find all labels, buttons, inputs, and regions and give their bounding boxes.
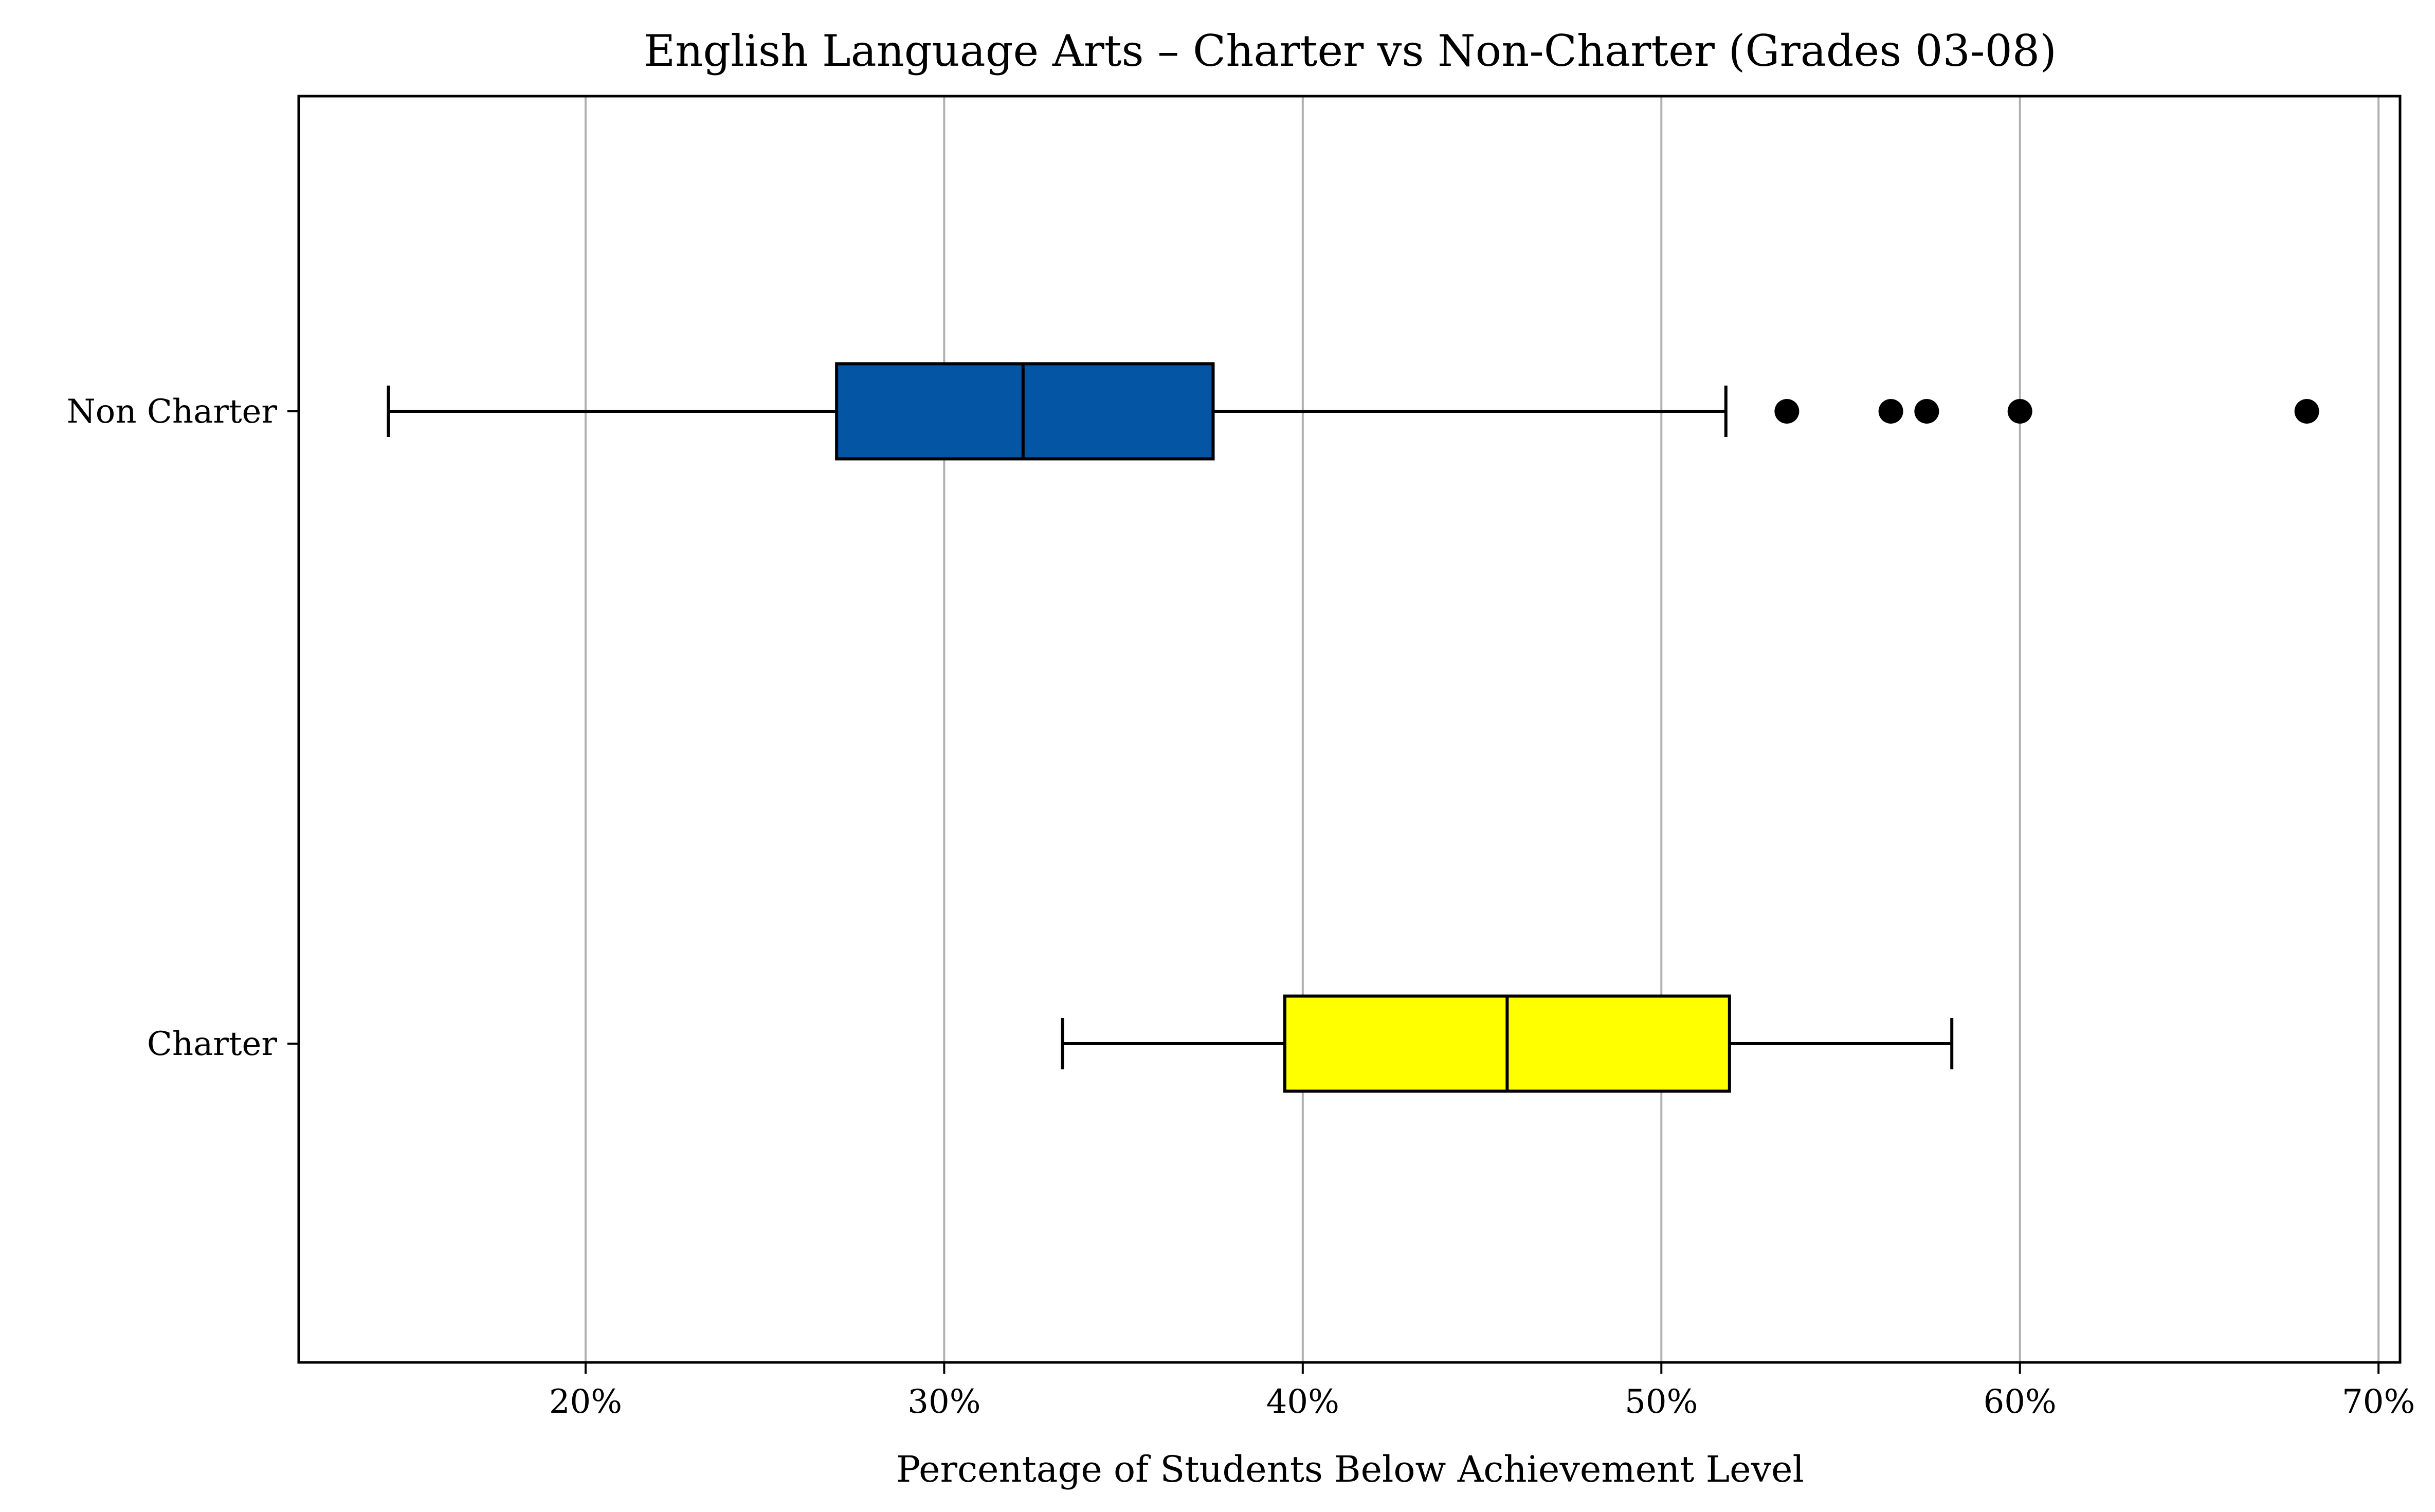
x-tick-label: 30%	[907, 1383, 980, 1421]
x-tick-label: 60%	[1984, 1383, 2057, 1421]
non-charter-outlier	[1914, 399, 1939, 424]
x-tick-label: 40%	[1266, 1383, 1339, 1421]
plot-frame	[297, 95, 2402, 1364]
x-axis-label: Percentage of Students Below Achievement…	[896, 1448, 1804, 1490]
x-tick-label: 20%	[549, 1383, 622, 1421]
non-charter-outlier	[2007, 399, 2032, 424]
non-charter-outlier	[1878, 399, 1903, 424]
non-charter-box	[835, 362, 1215, 461]
y-tick-label-non-charter: Non Charter	[67, 393, 278, 431]
non-charter-outlier	[2294, 399, 2319, 424]
grid-layer	[584, 96, 2380, 1362]
plot-layer	[387, 362, 2319, 1093]
tick-layer: 20% 30% 40% 50% 60% 70% Non Charter Charter	[67, 393, 2415, 1421]
x-tick-label: 70%	[2342, 1383, 2415, 1421]
chart-title: English Language Arts – Charter vs Non-C…	[644, 26, 2057, 76]
x-tick-label: 50%	[1625, 1383, 1698, 1421]
non-charter-outlier	[1774, 399, 1800, 424]
y-tick-label-charter: Charter	[147, 1025, 278, 1063]
